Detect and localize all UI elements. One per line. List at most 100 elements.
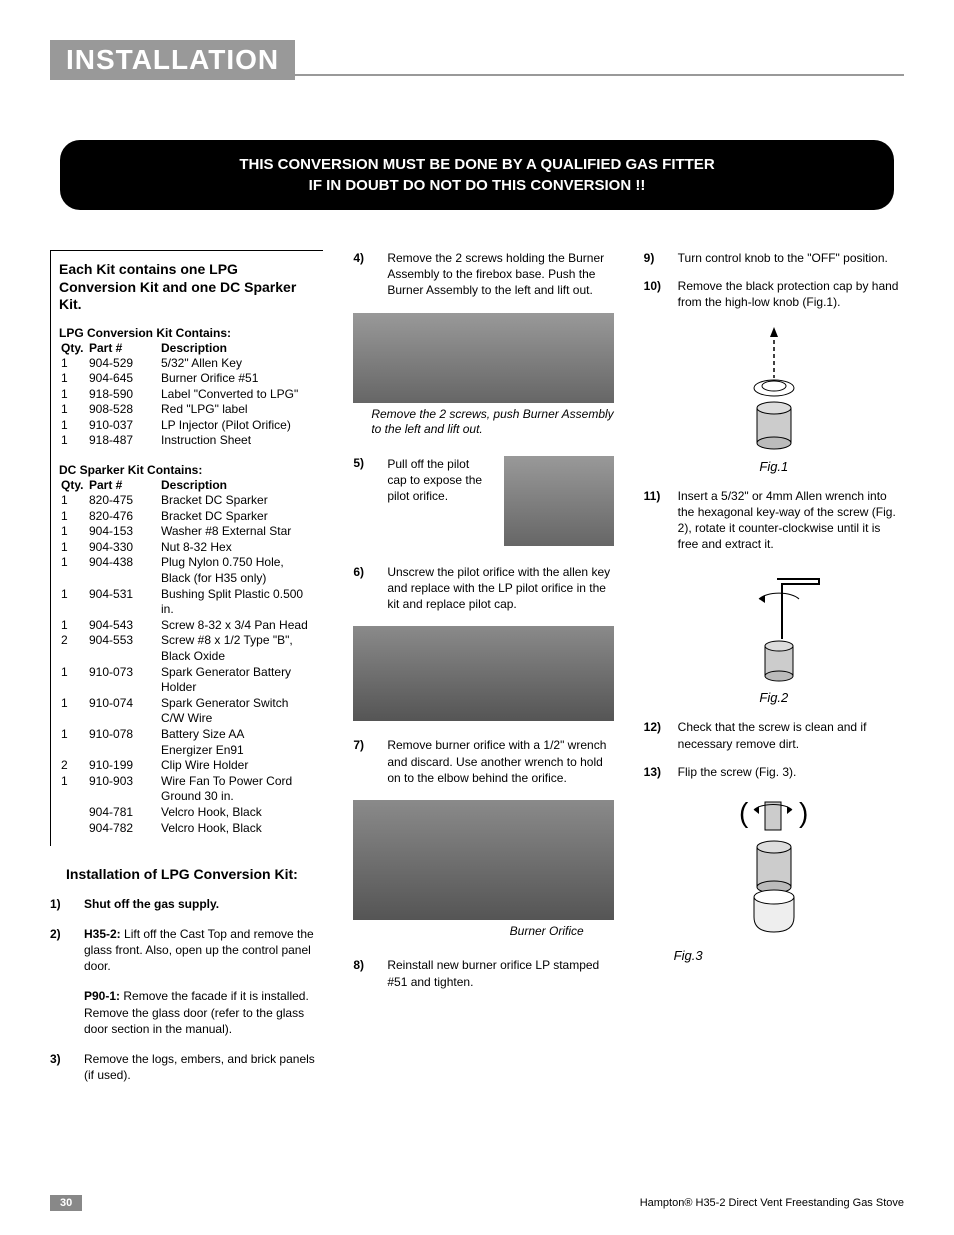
table-row: 1910-903Wire Fan To Power Cord Ground 30… bbox=[59, 774, 315, 805]
step-4-text: Remove the 2 screws holding the Burner A… bbox=[387, 250, 613, 299]
th-qty: Qty. bbox=[59, 477, 87, 493]
step-2-body: H35-2: Lift off the Cast Top and remove … bbox=[84, 926, 323, 1037]
photo-pilot-cap bbox=[504, 456, 614, 546]
kit-intro: Each Kit contains one LPG Conversion Kit… bbox=[59, 261, 315, 314]
step-10: 10) Remove the black protection cap by h… bbox=[644, 278, 904, 310]
step-6: 6) Unscrew the pilot orifice with the al… bbox=[353, 564, 613, 613]
svg-text:): ) bbox=[799, 797, 808, 828]
cell-qty: 1 bbox=[59, 493, 87, 509]
column-right: 9) Turn control knob to the "OFF" positi… bbox=[644, 250, 904, 1097]
cell-part: 910-074 bbox=[87, 696, 159, 727]
columns: Each Kit contains one LPG Conversion Kit… bbox=[50, 250, 904, 1097]
step-13-num: 13) bbox=[644, 764, 666, 780]
cell-part: 904-531 bbox=[87, 587, 159, 618]
cell-qty bbox=[59, 821, 87, 837]
cell-part bbox=[87, 743, 159, 759]
cell-desc: Instruction Sheet bbox=[159, 433, 315, 449]
cell-qty: 1 bbox=[59, 418, 87, 434]
th-part: Part # bbox=[87, 477, 159, 493]
step-6-text: Unscrew the pilot orifice with the allen… bbox=[387, 564, 613, 613]
cell-desc: Velcro Hook, Black bbox=[159, 821, 315, 837]
step-9-num: 9) bbox=[644, 250, 666, 266]
step-7: 7) Remove burner orifice with a 1/2" wre… bbox=[353, 737, 613, 786]
fig2-label: Fig.2 bbox=[644, 690, 904, 705]
cell-qty: 1 bbox=[59, 587, 87, 618]
cell-part: 904-153 bbox=[87, 524, 159, 540]
step-5-num: 5) bbox=[353, 456, 375, 546]
step-6-num: 6) bbox=[353, 564, 375, 613]
dc-kit-table: Qty. Part # Description 1820-475Bracket … bbox=[59, 477, 315, 836]
table-row: 1910-073Spark Generator Battery Holder bbox=[59, 665, 315, 696]
fig1-label: Fig.1 bbox=[644, 459, 904, 474]
step-12: 12) Check that the screw is clean and if… bbox=[644, 719, 904, 751]
cell-part: 904-438 bbox=[87, 555, 159, 586]
page-number: 30 bbox=[50, 1195, 82, 1211]
photo-burner-orifice bbox=[353, 800, 613, 920]
cell-part: 904-645 bbox=[87, 371, 159, 387]
table-row: 1910-078Battery Size AA bbox=[59, 727, 315, 743]
cell-desc: Red "LPG" label bbox=[159, 402, 315, 418]
cell-part: 910-037 bbox=[87, 418, 159, 434]
step-1-text: Shut off the gas supply. bbox=[84, 896, 323, 912]
table-row: 1904-5295/32" Allen Key bbox=[59, 356, 315, 372]
cell-part: 910-078 bbox=[87, 727, 159, 743]
doc-name: Hampton® H35-2 Direct Vent Freestanding … bbox=[640, 1197, 904, 1209]
table-row: 1910-074Spark Generator Switch C/W Wire bbox=[59, 696, 315, 727]
step-3-text: Remove the logs, embers, and brick panel… bbox=[84, 1051, 323, 1083]
warning-line2: IF IN DOUBT DO NOT DO THIS CONVERSION !! bbox=[90, 175, 864, 196]
dc-kit-title: DC Sparker Kit Contains: bbox=[59, 463, 315, 477]
step-2-lead: H35-2: bbox=[84, 927, 121, 941]
cell-desc: Burner Orifice #51 bbox=[159, 371, 315, 387]
table-row: 1918-590Label "Converted to LPG" bbox=[59, 387, 315, 403]
warning-box: THIS CONVERSION MUST BE DONE BY A QUALIF… bbox=[60, 140, 894, 210]
cell-qty: 1 bbox=[59, 727, 87, 743]
cell-part: 910-199 bbox=[87, 758, 159, 774]
cell-qty: 1 bbox=[59, 371, 87, 387]
footer: 30 Hampton® H35-2 Direct Vent Freestandi… bbox=[50, 1195, 904, 1211]
table-row: 904-782Velcro Hook, Black bbox=[59, 821, 315, 837]
cell-desc: Bracket DC Sparker bbox=[159, 509, 315, 525]
cell-qty: 2 bbox=[59, 633, 87, 664]
cell-qty bbox=[59, 743, 87, 759]
cell-desc: Spark Generator Switch C/W Wire bbox=[159, 696, 315, 727]
svg-text:(: ( bbox=[739, 797, 749, 828]
step-9: 9) Turn control knob to the "OFF" positi… bbox=[644, 250, 904, 266]
table-row: 2910-199Clip Wire Holder bbox=[59, 758, 315, 774]
cell-desc: Washer #8 External Star bbox=[159, 524, 315, 540]
column-middle: 4) Remove the 2 screws holding the Burne… bbox=[353, 250, 613, 1097]
table-row: 1820-475Bracket DC Sparker bbox=[59, 493, 315, 509]
table-row: Energizer En91 bbox=[59, 743, 315, 759]
cell-qty: 1 bbox=[59, 402, 87, 418]
cell-desc: Screw #8 x 1/2 Type "B", Black Oxide bbox=[159, 633, 315, 664]
cell-desc: 5/32" Allen Key bbox=[159, 356, 315, 372]
fig1-icon bbox=[719, 323, 829, 453]
cell-part: 918-487 bbox=[87, 433, 159, 449]
table-row: 1904-543Screw 8-32 x 3/4 Pan Head bbox=[59, 618, 315, 634]
step-11: 11) Insert a 5/32" or 4mm Allen wrench i… bbox=[644, 488, 904, 553]
fig2-box bbox=[644, 564, 904, 684]
cell-qty: 1 bbox=[59, 540, 87, 556]
fig2-icon bbox=[709, 564, 839, 684]
cell-desc: Nut 8-32 Hex bbox=[159, 540, 315, 556]
cell-part: 904-781 bbox=[87, 805, 159, 821]
step-5: 5) Pull off the pilot cap to expose the … bbox=[353, 456, 613, 546]
cell-part: 820-475 bbox=[87, 493, 159, 509]
warning-line1: THIS CONVERSION MUST BE DONE BY A QUALIF… bbox=[90, 154, 864, 175]
cell-qty: 1 bbox=[59, 774, 87, 805]
cell-desc: Screw 8-32 x 3/4 Pan Head bbox=[159, 618, 315, 634]
cell-part: 904-553 bbox=[87, 633, 159, 664]
step-7-text: Remove burner orifice with a 1/2" wrench… bbox=[387, 737, 613, 786]
table-row: 904-781Velcro Hook, Black bbox=[59, 805, 315, 821]
cell-desc: LP Injector (Pilot Orifice) bbox=[159, 418, 315, 434]
cell-desc: Plug Nylon 0.750 Hole, Black (for H35 on… bbox=[159, 555, 315, 586]
th-desc: Description bbox=[159, 340, 315, 356]
cell-desc: Spark Generator Battery Holder bbox=[159, 665, 315, 696]
fig3-icon: ( ) bbox=[699, 792, 849, 942]
cell-desc: Bushing Split Plastic 0.500 in. bbox=[159, 587, 315, 618]
cell-part: 904-529 bbox=[87, 356, 159, 372]
step-8-num: 8) bbox=[353, 957, 375, 989]
cell-qty: 1 bbox=[59, 433, 87, 449]
lpg-kit-title: LPG Conversion Kit Contains: bbox=[59, 326, 315, 340]
step-11-num: 11) bbox=[644, 488, 666, 553]
table-row: 1918-487Instruction Sheet bbox=[59, 433, 315, 449]
